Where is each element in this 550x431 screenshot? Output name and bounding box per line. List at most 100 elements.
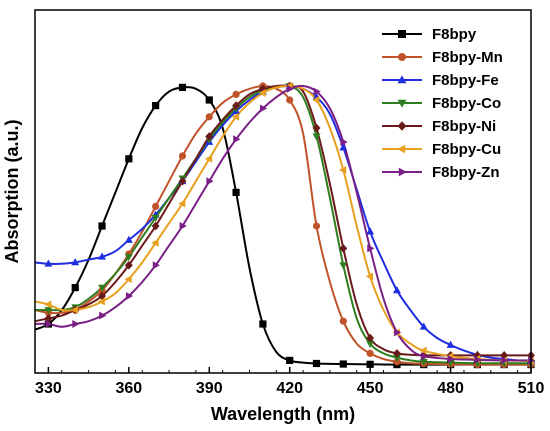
data-point — [99, 311, 107, 320]
data-point — [286, 96, 294, 104]
x-tick-label: 390 — [196, 380, 223, 397]
data-point — [392, 349, 401, 358]
x-tick-label: 480 — [437, 380, 464, 397]
data-point — [365, 272, 374, 281]
data-point — [313, 87, 321, 96]
data-point — [419, 322, 428, 330]
data-point — [124, 253, 133, 262]
data-point — [178, 152, 187, 160]
legend-marker — [398, 167, 407, 177]
legend-marker — [397, 121, 407, 131]
data-point — [312, 359, 321, 368]
legend-label: F8bpy-Ni — [432, 118, 496, 135]
data-point — [366, 360, 374, 368]
data-point — [178, 83, 187, 91]
data-point — [231, 112, 239, 121]
data-point — [152, 202, 160, 210]
data-point — [206, 177, 214, 186]
x-tick-label: 360 — [115, 380, 142, 397]
data-point — [501, 356, 509, 365]
data-point — [367, 244, 375, 253]
data-point — [44, 314, 53, 323]
data-point — [125, 155, 133, 163]
data-point — [178, 176, 187, 186]
data-point — [152, 102, 160, 110]
data-point — [45, 320, 53, 328]
x-tick-label: 420 — [276, 380, 303, 397]
data-point — [339, 166, 347, 174]
data-point — [205, 113, 213, 121]
data-point — [72, 320, 80, 328]
data-point — [312, 96, 320, 104]
data-point — [70, 306, 79, 314]
data-point — [97, 297, 105, 306]
data-point — [204, 154, 213, 163]
data-point — [71, 284, 79, 292]
data-point — [366, 349, 374, 357]
data-point — [447, 355, 455, 363]
data-point — [339, 143, 348, 151]
x-tick-label: 510 — [518, 380, 545, 397]
data-point — [258, 89, 266, 97]
plot-frame — [34, 9, 532, 374]
data-point — [339, 317, 347, 325]
data-point — [44, 300, 52, 309]
data-point — [205, 132, 214, 141]
data-point — [232, 90, 240, 98]
legend-marker — [397, 75, 407, 84]
legend-marker — [398, 53, 406, 61]
data-point — [366, 333, 375, 343]
data-point — [151, 238, 159, 247]
data-point — [259, 320, 267, 328]
data-point — [124, 260, 133, 270]
series-markers — [44, 81, 536, 369]
data-point — [178, 199, 186, 208]
data-point — [151, 214, 160, 222]
data-point — [419, 346, 427, 355]
data-point — [394, 328, 402, 337]
legend-label: F8bpy-Fe — [432, 72, 499, 89]
data-point — [312, 123, 321, 133]
data-point — [232, 188, 240, 196]
series-line-f8bpy-zn — [34, 84, 532, 362]
legend-label: F8bpy — [432, 26, 477, 43]
data-point — [232, 101, 241, 110]
data-point — [419, 358, 428, 367]
legend-marker — [398, 30, 406, 38]
data-point — [44, 307, 53, 315]
data-point — [71, 258, 80, 266]
y-axis-title: Absorption (a.u.) — [2, 120, 22, 264]
data-point — [286, 356, 294, 364]
legend-label: F8bpy-Co — [432, 95, 501, 112]
data-point — [286, 84, 295, 93]
data-point — [205, 96, 213, 104]
x-axis-ticks: 330 360 390 420 450 480 510 — [34, 367, 545, 397]
data-point — [474, 355, 482, 364]
data-point — [392, 286, 401, 294]
data-point — [151, 221, 160, 231]
data-point — [420, 352, 429, 361]
data-point — [312, 222, 321, 230]
data-point — [339, 244, 348, 253]
data-point — [152, 261, 160, 270]
series-line-f8bpy-co — [35, 84, 531, 365]
series-curves — [34, 84, 532, 366]
data-point — [392, 354, 401, 362]
data-point — [260, 104, 268, 113]
data-point — [179, 222, 187, 230]
data-point — [446, 340, 455, 348]
legend-marker — [397, 144, 406, 154]
data-point — [339, 262, 348, 270]
data-point — [366, 340, 375, 348]
legend-label: F8bpy-Zn — [432, 164, 500, 181]
data-point — [233, 135, 241, 144]
data-point — [98, 222, 106, 230]
data-point — [124, 235, 133, 243]
x-axis-title: Wavelength (nm) — [211, 404, 355, 424]
data-point — [366, 227, 375, 235]
data-point — [339, 360, 347, 368]
data-point — [340, 138, 348, 146]
series-line-f8bpy-cu — [34, 84, 532, 362]
legend-marker — [397, 99, 407, 108]
